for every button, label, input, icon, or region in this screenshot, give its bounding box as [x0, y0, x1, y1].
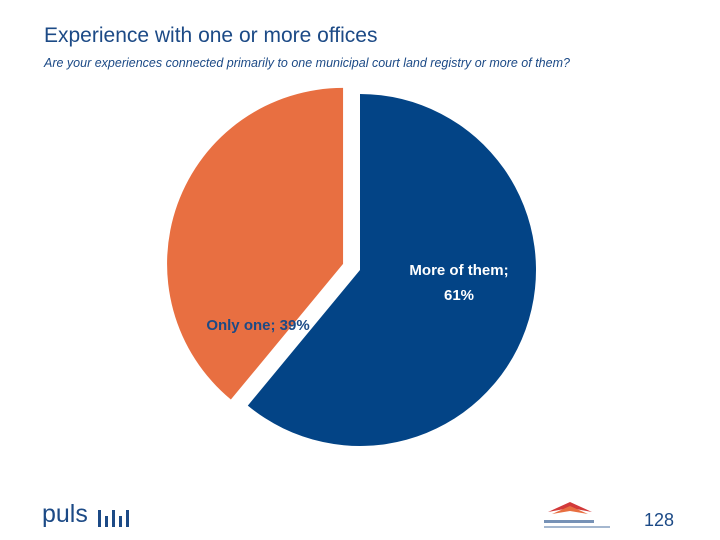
page-title: Experience with one or more offices	[44, 24, 378, 47]
page-subtitle: Are your experiences connected primarily…	[44, 56, 570, 70]
puls-logo-bars-icon	[98, 510, 129, 527]
pie-slice-more-of-them	[247, 94, 536, 446]
data-label-only-one: Only one; 39%	[206, 317, 309, 334]
puls-logo: puls	[42, 500, 88, 529]
data-label-more-of-them-pct: 61%	[444, 287, 474, 304]
page-number: 128	[643, 510, 674, 530]
puls-logo-text: puls	[42, 500, 88, 528]
data-label-more-of-them: More of them;	[409, 262, 508, 279]
partner-logo-icon	[544, 502, 610, 528]
pie-slice-only-one	[167, 87, 344, 400]
